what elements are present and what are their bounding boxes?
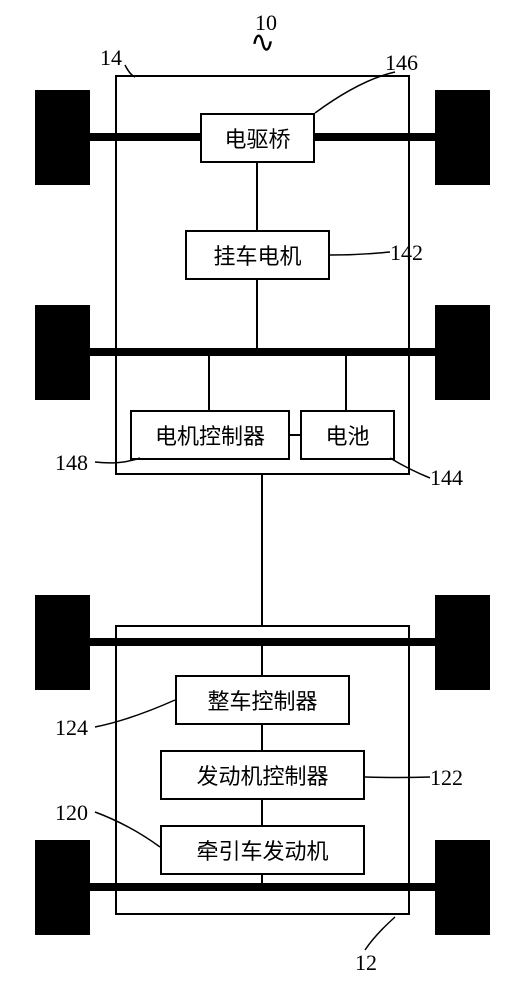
trailer-motor-label: 挂车电机 bbox=[213, 239, 301, 271]
ref-144: 144 bbox=[430, 465, 463, 491]
e-drive-axle-label: 电驱桥 bbox=[224, 122, 290, 154]
ref-142: 142 bbox=[390, 240, 423, 266]
ref-14: 14 bbox=[100, 45, 122, 71]
trailer-axle-rear-inside bbox=[117, 348, 408, 356]
ref-148: 148 bbox=[55, 450, 88, 476]
line-motor-to-mcu-v bbox=[256, 280, 258, 348]
tractor-wheel-rear-left bbox=[35, 840, 90, 935]
ref-122: 122 bbox=[430, 765, 463, 791]
diagram-canvas: 10 ∿ 电驱桥 挂车电机 电机控制器 电池 整车控制器 bbox=[0, 0, 525, 1000]
e-drive-axle-box: 电驱桥 bbox=[200, 113, 315, 163]
vcu-box: 整车控制器 bbox=[175, 675, 350, 725]
motor-controller-box: 电机控制器 bbox=[130, 410, 290, 460]
ecu-label: 发动机控制器 bbox=[196, 759, 328, 791]
ecu-box: 发动机控制器 bbox=[160, 750, 365, 800]
line-engine-to-axle bbox=[261, 875, 263, 883]
battery-box: 电池 bbox=[300, 410, 395, 460]
line-ecu-to-engine bbox=[261, 800, 263, 825]
engine-box: 牵引车发动机 bbox=[160, 825, 365, 875]
tractor-wheel-front-right bbox=[435, 595, 490, 690]
trailer-wheel-front-left bbox=[35, 90, 90, 185]
line-vcu-to-ecu bbox=[261, 725, 263, 750]
line-axle-to-vcu bbox=[261, 646, 263, 675]
ref-124: 124 bbox=[55, 715, 88, 741]
trailer-wheel-front-right bbox=[435, 90, 490, 185]
vcu-label: 整车控制器 bbox=[207, 684, 317, 716]
trailer-wheel-rear-right bbox=[435, 305, 490, 400]
line-mcu-up bbox=[208, 356, 210, 410]
line-eaxle-to-motor bbox=[256, 163, 258, 230]
tractor-axle-rear-inside bbox=[117, 883, 408, 891]
tractor-wheel-rear-right bbox=[435, 840, 490, 935]
line-mcu-battery bbox=[290, 434, 300, 436]
coupling-line bbox=[261, 475, 263, 625]
line-battery-up bbox=[345, 356, 347, 410]
battery-label: 电池 bbox=[325, 419, 369, 451]
tractor-axle-front-inside bbox=[117, 638, 408, 646]
trailer-wheel-rear-left bbox=[35, 305, 90, 400]
engine-label: 牵引车发动机 bbox=[196, 834, 328, 866]
tractor-wheel-front-left bbox=[35, 595, 90, 690]
ref-12: 12 bbox=[355, 950, 377, 976]
tilde-mark: ∿ bbox=[250, 25, 275, 60]
motor-controller-label: 电机控制器 bbox=[155, 419, 265, 451]
ref-120: 120 bbox=[55, 800, 88, 826]
ref-146: 146 bbox=[385, 50, 418, 76]
trailer-motor-box: 挂车电机 bbox=[185, 230, 330, 280]
